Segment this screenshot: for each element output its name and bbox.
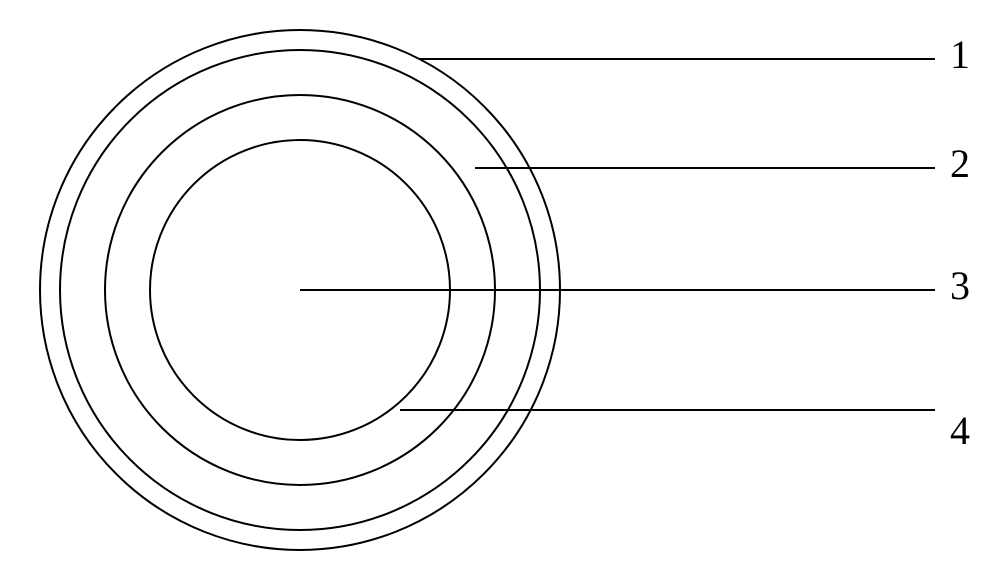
- label-1: 1: [950, 32, 970, 77]
- concentric-diagram: 1 2 3 4: [0, 0, 1000, 580]
- leader-lines-group: [300, 59, 935, 410]
- label-3: 3: [950, 263, 970, 308]
- label-4: 4: [950, 408, 970, 453]
- labels-group: 1 2 3 4: [950, 32, 970, 453]
- label-2: 2: [950, 141, 970, 186]
